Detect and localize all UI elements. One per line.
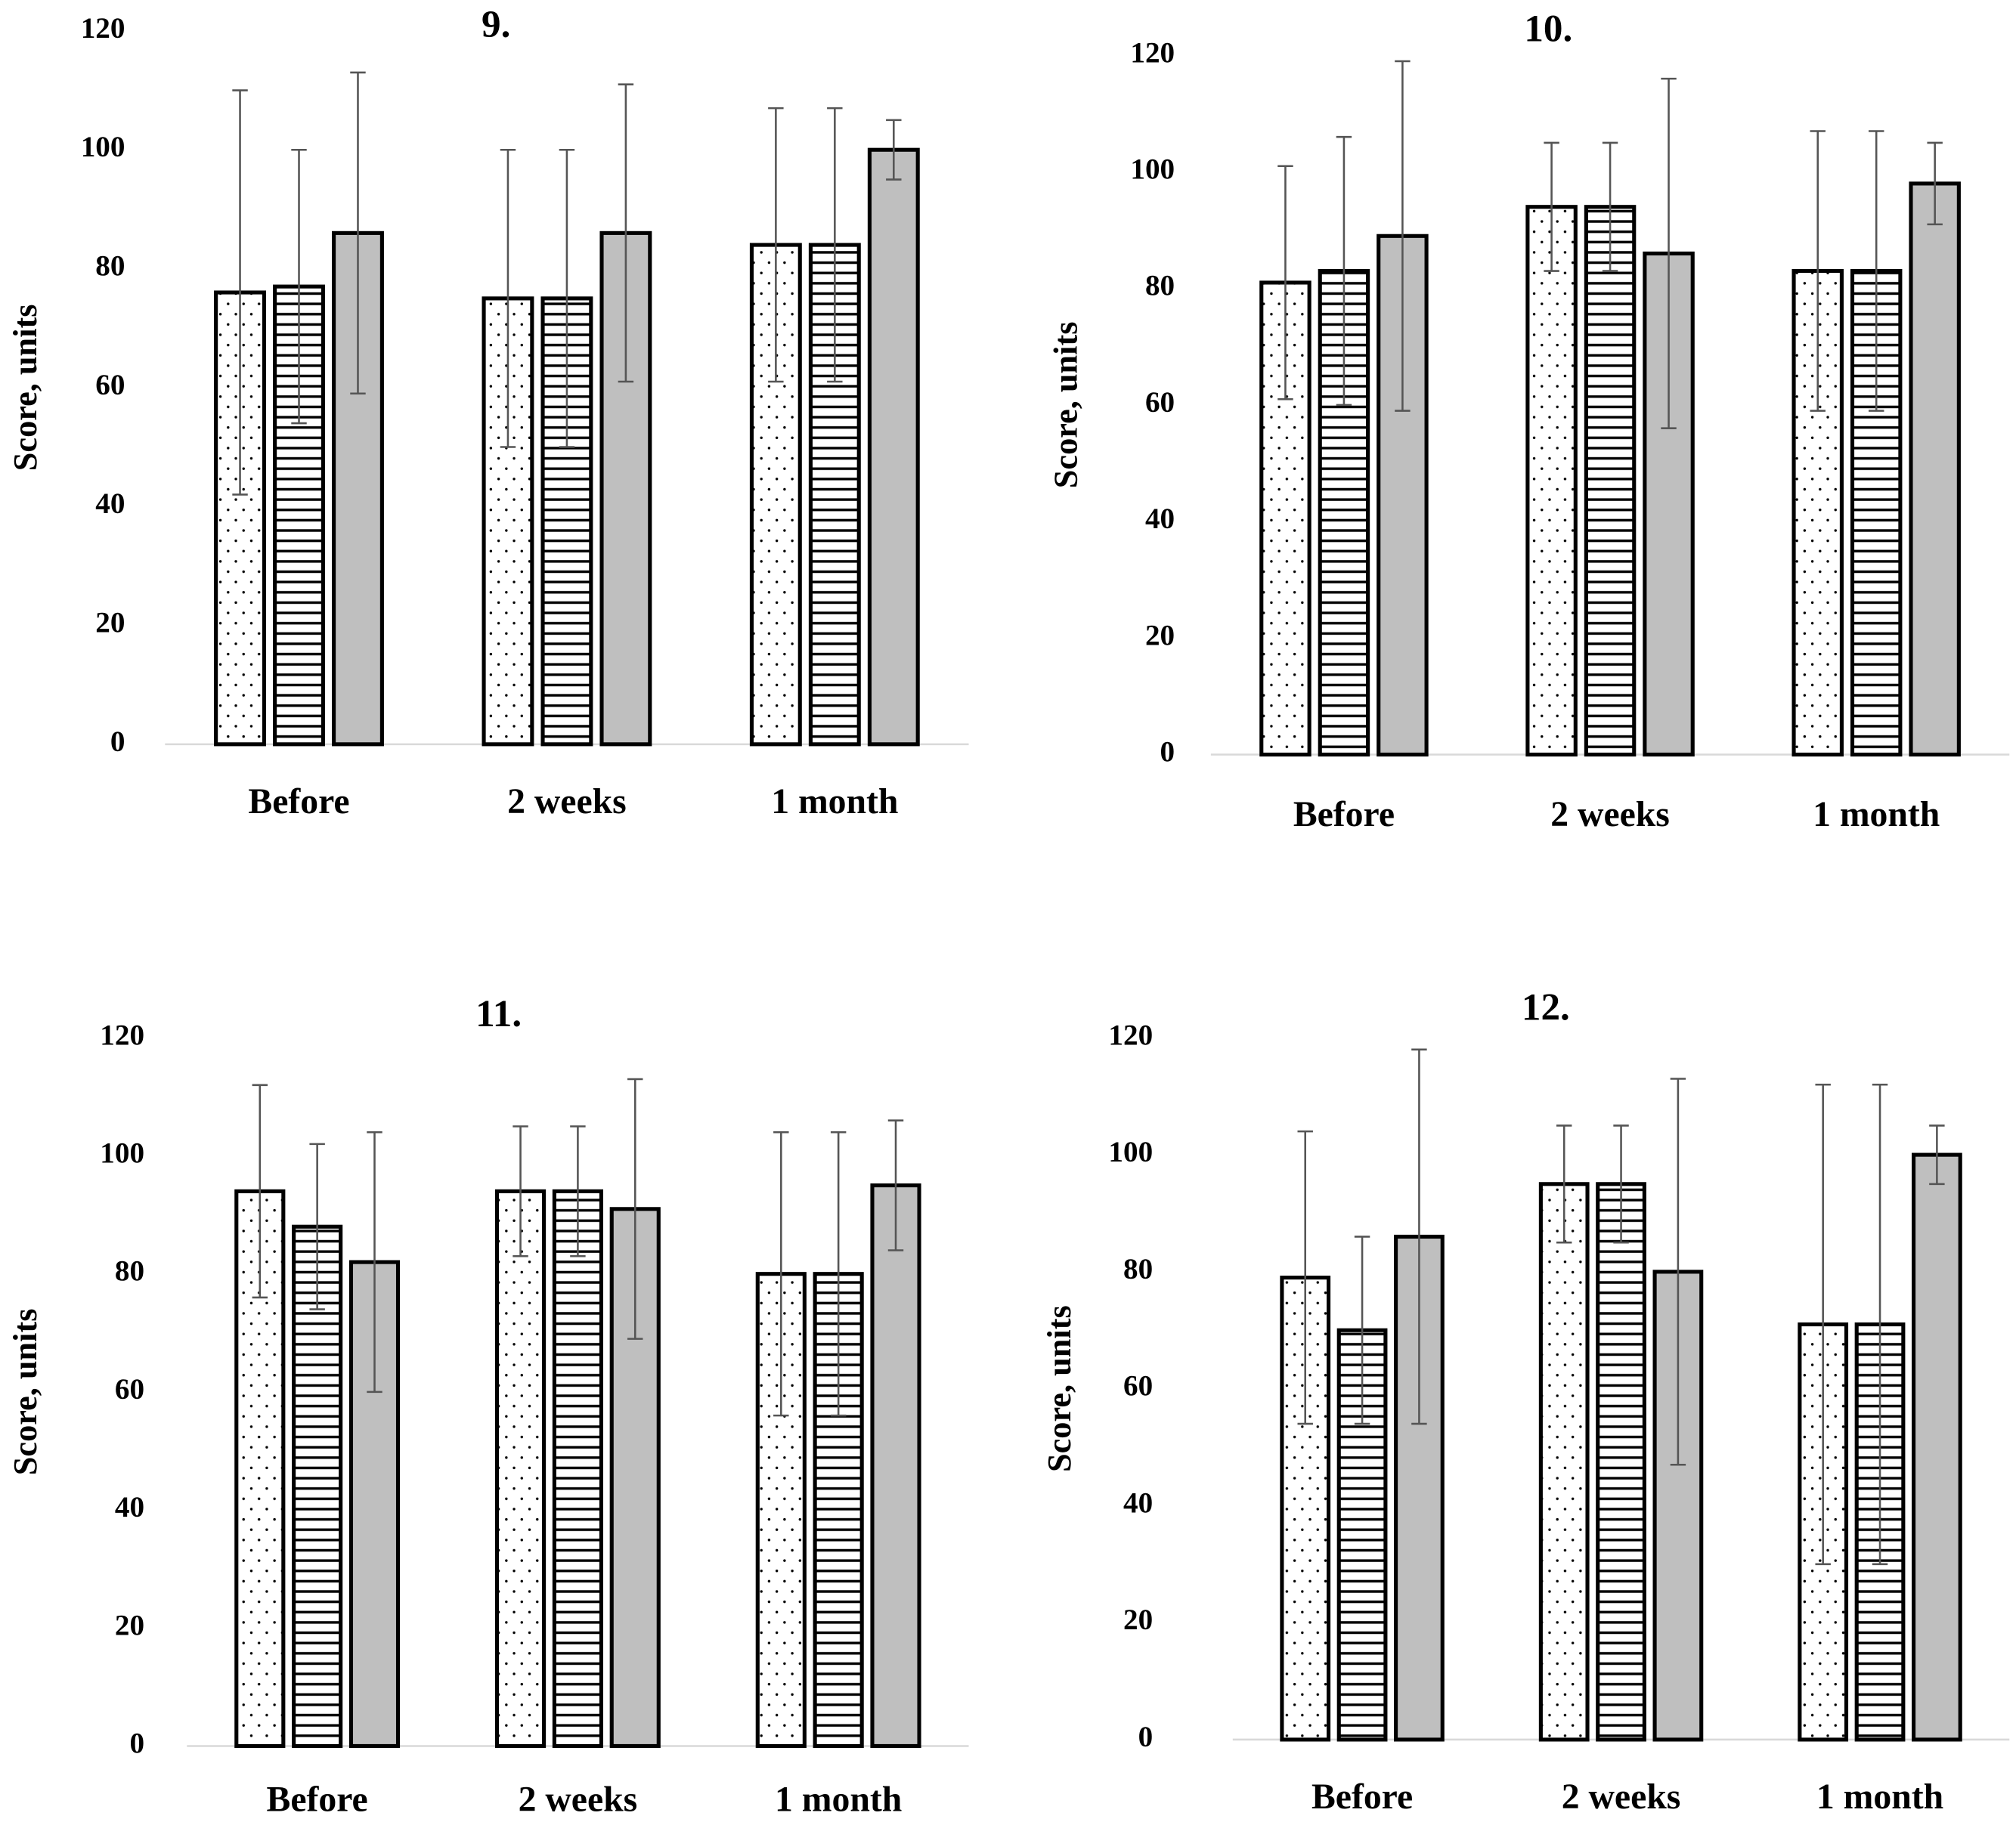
- bar: [1911, 1152, 1962, 1742]
- error-bar: [1556, 1124, 1572, 1244]
- error-bar: [1927, 141, 1943, 226]
- error-bar: [350, 71, 366, 395]
- error-bar: [1613, 1124, 1629, 1244]
- bar: [494, 1189, 547, 1749]
- y-tick-label: 80: [115, 1255, 144, 1288]
- y-tick-label: 120: [81, 12, 125, 45]
- error-bar: [1354, 1236, 1370, 1425]
- chart-title: 9.: [482, 3, 510, 46]
- y-tick-label: 120: [1130, 36, 1175, 69]
- error-bar: [1815, 1083, 1831, 1566]
- y-tick-label: 0: [1138, 1721, 1154, 1753]
- x-tick-label: 1 month: [771, 781, 898, 821]
- error-bar: [570, 1125, 586, 1257]
- y-tick-label: 100: [81, 131, 125, 163]
- y-tick-label: 100: [1130, 153, 1175, 185]
- x-tick-label: 1 month: [775, 1779, 902, 1819]
- y-axis-label: Score, units: [1041, 1305, 1078, 1472]
- error-bar: [830, 1131, 847, 1417]
- chart-title: 10.: [1524, 7, 1572, 50]
- x-tick-label: 2 weeks: [519, 1779, 638, 1819]
- error-bar: [232, 89, 248, 496]
- x-tick-label: 2 weeks: [507, 781, 627, 821]
- error-bar: [513, 1125, 528, 1257]
- y-tick-label: 40: [1123, 1486, 1153, 1519]
- error-bar: [1277, 165, 1293, 401]
- error-bar: [1872, 1083, 1888, 1566]
- error-bar: [1544, 141, 1559, 272]
- error-bar: [291, 148, 307, 425]
- error-bar: [827, 107, 843, 383]
- error-bar: [1868, 130, 1884, 412]
- y-tick-label: 60: [95, 369, 125, 401]
- y-tick-label: 120: [100, 1019, 144, 1051]
- y-tick-label: 120: [1108, 1019, 1153, 1051]
- chart-title: 12.: [1522, 985, 1570, 1029]
- y-axis-label: Score, units: [7, 1309, 44, 1476]
- bar: [1596, 1182, 1646, 1742]
- y-tick-label: 20: [95, 607, 125, 639]
- y-tick-label: 60: [1123, 1370, 1153, 1403]
- y-tick-label: 20: [1145, 619, 1175, 651]
- error-bar: [1929, 1124, 1945, 1186]
- bar: [292, 1224, 343, 1749]
- error-bar: [559, 148, 575, 448]
- y-tick-label: 60: [1145, 386, 1175, 419]
- bar: [870, 1183, 921, 1749]
- error-bar: [252, 1084, 268, 1299]
- error-bar: [1336, 135, 1352, 407]
- error-bar: [1661, 77, 1677, 429]
- y-tick-label: 0: [129, 1727, 144, 1759]
- bar: [1909, 181, 1961, 757]
- error-bar: [1297, 1130, 1313, 1425]
- y-tick-label: 80: [1123, 1253, 1153, 1285]
- x-tick-label: 2 weeks: [1562, 1777, 1681, 1817]
- error-bar: [886, 119, 902, 181]
- y-tick-label: 100: [100, 1137, 144, 1170]
- error-bar: [1810, 130, 1826, 412]
- bar: [867, 147, 920, 747]
- error-bar: [1411, 1048, 1427, 1425]
- y-tick-label: 40: [1145, 503, 1175, 535]
- y-tick-label: 20: [1123, 1604, 1153, 1636]
- y-tick-label: 80: [95, 250, 125, 283]
- y-tick-label: 0: [110, 725, 125, 758]
- bar: [1538, 1182, 1590, 1742]
- error-bar: [367, 1131, 382, 1394]
- y-axis-label: Score, units: [1048, 322, 1085, 489]
- error-bar: [500, 148, 516, 448]
- error-bar: [768, 107, 784, 383]
- error-bar: [1395, 60, 1411, 412]
- chart-title: 11.: [475, 992, 522, 1035]
- error-bar: [773, 1131, 789, 1417]
- x-tick-label: Before: [267, 1779, 368, 1819]
- error-bar: [309, 1143, 325, 1310]
- x-tick-label: Before: [1293, 794, 1395, 834]
- error-bar: [887, 1119, 904, 1251]
- error-bar: [1602, 141, 1618, 272]
- y-tick-label: 20: [115, 1609, 144, 1641]
- x-tick-label: 2 weeks: [1550, 794, 1670, 834]
- error-bar: [618, 83, 634, 383]
- y-tick-label: 80: [1145, 270, 1175, 302]
- y-axis-label: Score, units: [7, 305, 44, 472]
- error-bar: [1670, 1078, 1686, 1466]
- y-tick-label: 60: [115, 1373, 144, 1406]
- y-tick-label: 100: [1108, 1136, 1153, 1168]
- x-tick-label: 1 month: [1813, 794, 1940, 834]
- y-tick-label: 40: [95, 487, 125, 520]
- y-tick-label: 40: [115, 1491, 144, 1523]
- x-tick-label: 1 month: [1816, 1777, 1943, 1817]
- bar: [552, 1189, 603, 1749]
- error-bar: [627, 1078, 643, 1340]
- y-tick-label: 0: [1160, 735, 1175, 768]
- bar: [1525, 205, 1578, 757]
- bar: [1584, 205, 1637, 757]
- x-tick-label: Before: [248, 781, 349, 821]
- x-tick-label: Before: [1311, 1777, 1413, 1817]
